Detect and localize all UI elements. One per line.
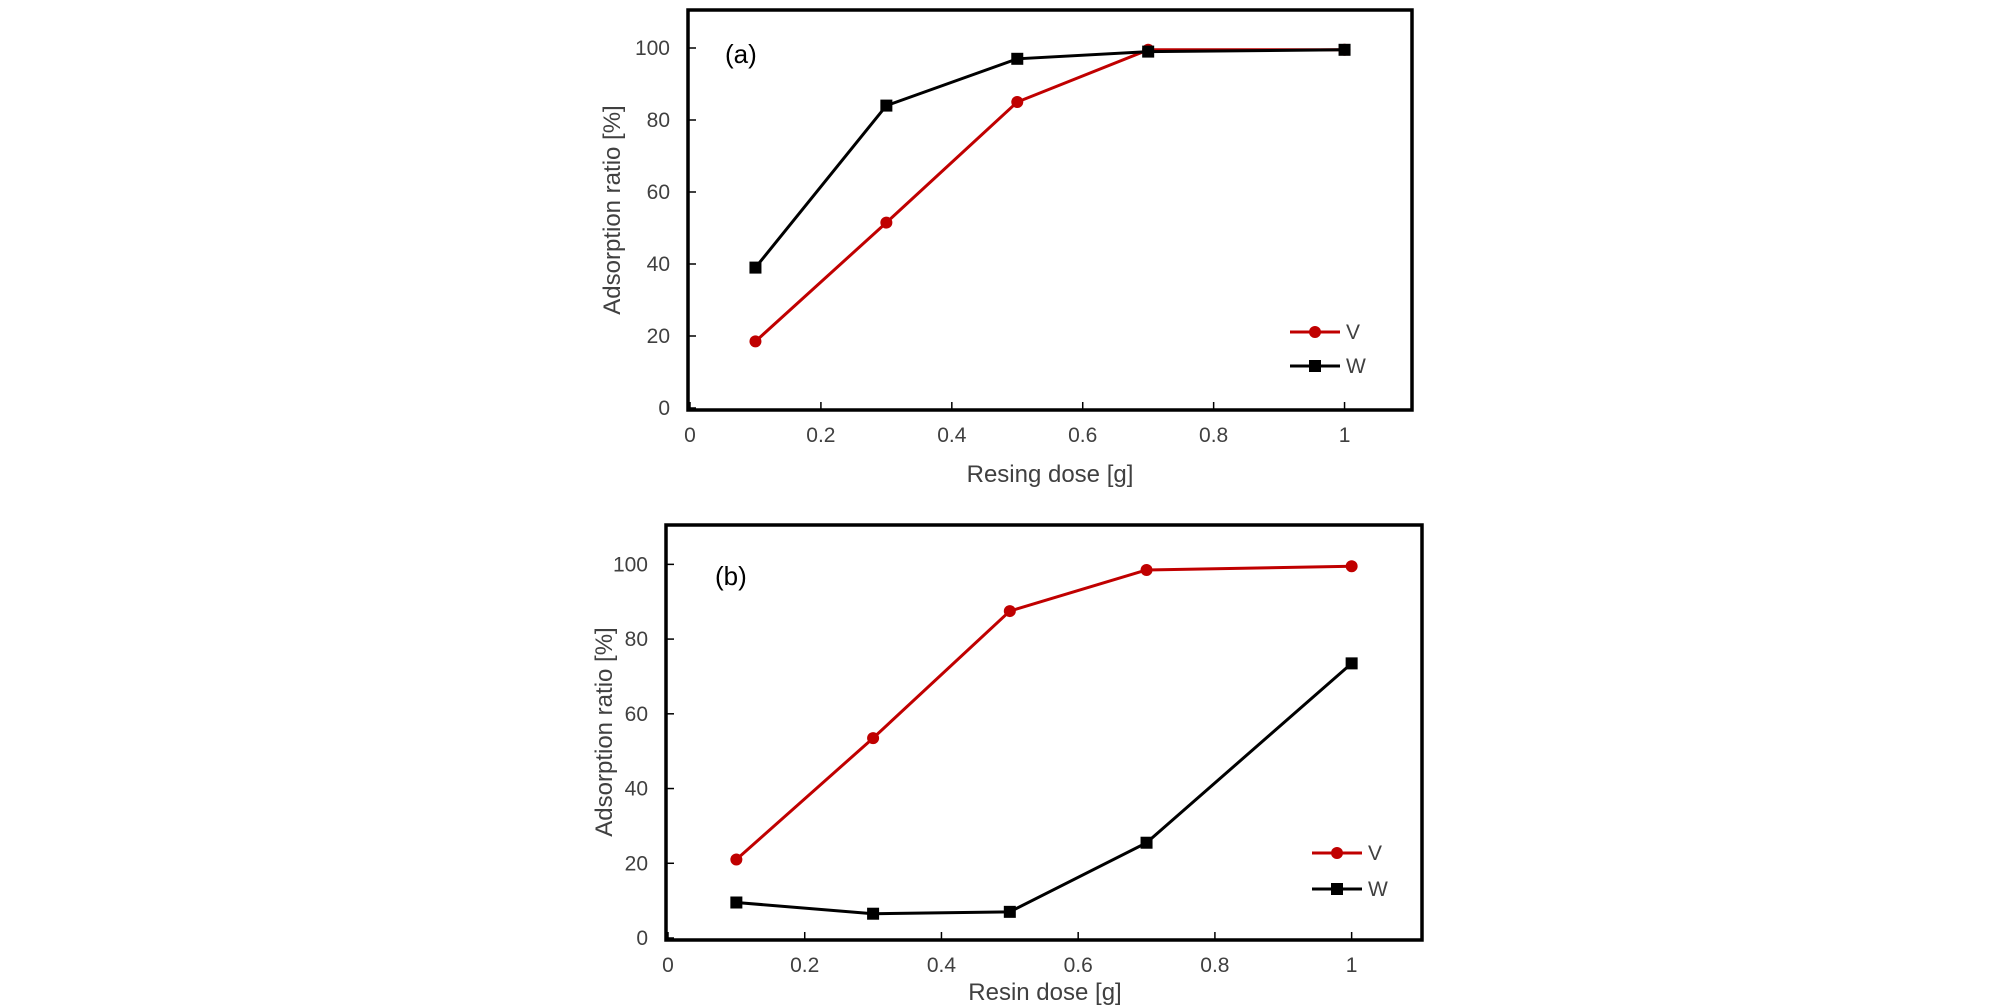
- x-tick-label: 1: [1339, 424, 1351, 447]
- y-tick-label: 20: [647, 325, 670, 348]
- x-tick-label: 0.8: [1200, 954, 1229, 977]
- data-point-W: [1140, 836, 1153, 849]
- legend-marker-V: [1309, 326, 1321, 338]
- panel-label: (b): [715, 561, 747, 591]
- y-tick-label: 60: [625, 703, 648, 726]
- y-tick-label: 80: [625, 628, 648, 651]
- series-line-V: [754, 48, 1345, 343]
- data-point-W: [880, 99, 893, 112]
- data-point-W: [1345, 657, 1358, 670]
- x-axis-label: Resin dose [g]: [968, 979, 1121, 1006]
- data-point-V: [880, 216, 893, 229]
- chart-panel: (b) 0 20 40 60 80 100 0 0.2 0.4 0.6 0.8 1 Resin dose …: [591, 523, 1424, 1006]
- y-tick-label: 40: [647, 253, 670, 276]
- y-tick-label: 0: [636, 927, 648, 950]
- legend-label-W: W: [1368, 878, 1388, 901]
- data-point-V: [867, 732, 880, 745]
- x-tick-label: 0.2: [790, 954, 819, 977]
- x-tick-label: 0: [662, 954, 674, 977]
- panel-label: (a): [725, 39, 757, 69]
- legend-label-V: V: [1368, 842, 1382, 865]
- data-point-W: [1338, 43, 1351, 56]
- y-tick-label: 40: [625, 778, 648, 801]
- series-line-V: [735, 564, 1352, 861]
- y-tick-label: 20: [625, 852, 648, 875]
- y-tick-label: 60: [647, 181, 670, 204]
- chart-panel: (a) 0 20 40 60 80 100 0 0.2 0.4 0.6 0.8 1 Resing dose…: [599, 8, 1414, 488]
- x-tick-label: 0.6: [1068, 424, 1097, 447]
- data-point-W: [749, 261, 762, 274]
- legend-marker-W: [1331, 883, 1343, 895]
- series-line-W: [736, 662, 1353, 916]
- legend-marker-W: [1309, 360, 1321, 372]
- y-tick-label: 100: [613, 553, 648, 576]
- x-axis-label: Resing dose [g]: [967, 461, 1134, 488]
- x-tick-label: 0.4: [937, 424, 967, 447]
- data-point-W: [1003, 905, 1016, 918]
- y-tick-label: 80: [647, 109, 670, 132]
- data-point-W: [1011, 52, 1024, 65]
- series-line-W: [754, 48, 1345, 269]
- x-tick-label: 0: [684, 424, 696, 447]
- data-point-W: [1142, 45, 1155, 58]
- x-tick-label: 1: [1346, 954, 1358, 977]
- data-point-V: [730, 853, 743, 866]
- x-tick-label: 0.6: [1064, 954, 1093, 977]
- data-point-V: [1011, 96, 1024, 108]
- plot-frame: [686, 8, 1414, 412]
- y-axis-label: Adsorption ratio [%]: [591, 627, 618, 836]
- legend-label-W: W: [1346, 355, 1366, 378]
- y-tick-label: 100: [635, 37, 670, 60]
- data-point-W: [730, 896, 743, 909]
- y-axis-label: Adsorption ratio [%]: [599, 105, 626, 314]
- x-tick-label: 0.4: [927, 954, 957, 977]
- data-point-W: [867, 907, 880, 920]
- data-point-V: [1003, 605, 1016, 618]
- x-tick-label: 0.8: [1199, 424, 1228, 447]
- x-tick-label: 0.2: [806, 424, 835, 447]
- plot-frame: [664, 523, 1424, 942]
- legend-label-V: V: [1346, 321, 1360, 344]
- data-point-V: [1345, 560, 1358, 573]
- legend-marker-V: [1331, 847, 1343, 859]
- data-point-V: [1140, 563, 1153, 576]
- data-point-V: [749, 335, 762, 348]
- y-tick-label: 0: [658, 397, 670, 420]
